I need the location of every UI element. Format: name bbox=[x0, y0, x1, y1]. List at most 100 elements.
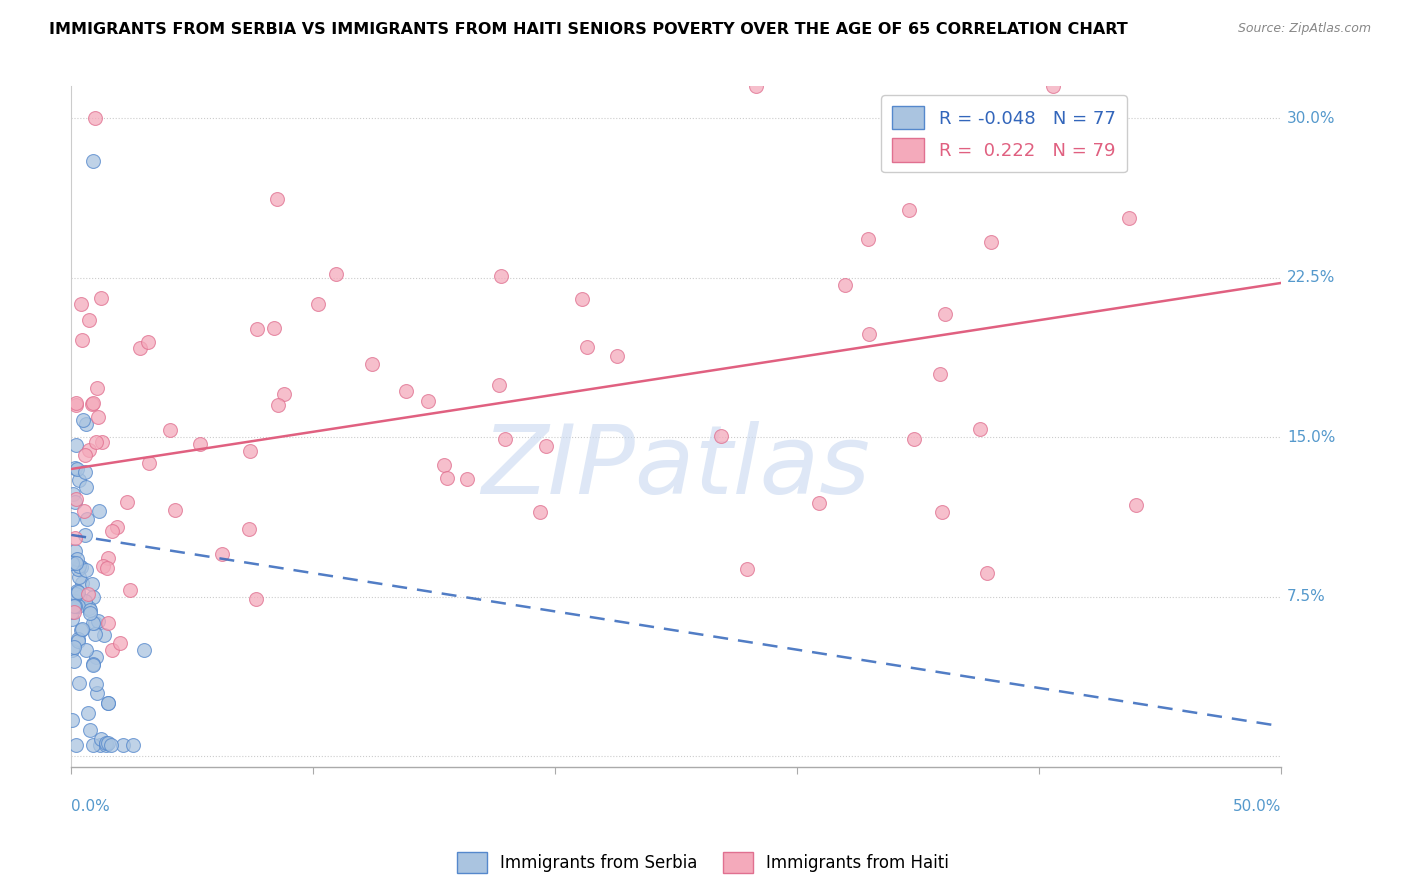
Point bbox=[188, 437, 211, 451]
Point bbox=[735, 562, 758, 576]
Point bbox=[65, 491, 87, 506]
Point bbox=[65, 396, 87, 410]
Point bbox=[361, 357, 384, 371]
Point bbox=[84, 435, 107, 450]
Point bbox=[82, 590, 104, 604]
Point bbox=[121, 739, 143, 753]
Point bbox=[82, 576, 104, 591]
Point bbox=[494, 432, 516, 446]
Point bbox=[266, 192, 288, 206]
Point bbox=[66, 585, 89, 599]
Point bbox=[928, 367, 950, 381]
Point bbox=[897, 202, 920, 217]
Point bbox=[66, 632, 89, 646]
Point bbox=[65, 594, 87, 608]
Point bbox=[858, 232, 880, 246]
Point bbox=[931, 504, 953, 518]
Point bbox=[84, 627, 107, 641]
Point bbox=[70, 576, 93, 591]
Point bbox=[84, 615, 107, 630]
Point bbox=[82, 739, 104, 753]
Point bbox=[489, 268, 512, 283]
Point bbox=[858, 326, 880, 341]
Point bbox=[97, 615, 120, 630]
Point bbox=[62, 605, 84, 619]
Point bbox=[534, 439, 557, 453]
Point bbox=[96, 551, 118, 566]
Point bbox=[82, 153, 104, 168]
Point bbox=[76, 480, 98, 494]
Point bbox=[90, 291, 112, 305]
Point bbox=[239, 444, 262, 458]
Point bbox=[72, 622, 94, 636]
Point bbox=[79, 603, 101, 617]
Point bbox=[575, 340, 598, 354]
Point bbox=[84, 677, 107, 691]
Point bbox=[1125, 498, 1147, 512]
Point bbox=[65, 544, 87, 558]
Point bbox=[84, 649, 107, 664]
Point bbox=[75, 417, 97, 432]
Legend: Immigrants from Serbia, Immigrants from Haiti: Immigrants from Serbia, Immigrants from … bbox=[450, 846, 956, 880]
Point bbox=[101, 642, 124, 657]
Point bbox=[159, 423, 181, 437]
Point bbox=[571, 292, 593, 306]
Point bbox=[89, 739, 111, 753]
Point bbox=[132, 642, 155, 657]
Point bbox=[67, 591, 90, 605]
Point bbox=[90, 731, 112, 746]
Point bbox=[63, 599, 86, 614]
Point bbox=[82, 615, 104, 630]
Point bbox=[529, 505, 551, 519]
Point bbox=[969, 422, 991, 436]
Point bbox=[165, 503, 187, 517]
Point bbox=[433, 458, 456, 472]
Point bbox=[100, 524, 122, 539]
Point bbox=[834, 277, 856, 292]
Point bbox=[97, 696, 120, 710]
Point bbox=[245, 591, 267, 606]
Point bbox=[62, 556, 84, 570]
Point bbox=[96, 560, 118, 574]
Point bbox=[62, 612, 84, 626]
Point bbox=[1118, 211, 1140, 225]
Point bbox=[62, 713, 84, 727]
Point bbox=[73, 465, 96, 479]
Point bbox=[82, 396, 104, 410]
Point bbox=[84, 112, 107, 126]
Point bbox=[745, 79, 768, 94]
Point bbox=[263, 320, 285, 334]
Point bbox=[87, 614, 110, 628]
Point bbox=[76, 512, 98, 526]
Point bbox=[70, 333, 93, 347]
Point bbox=[82, 396, 104, 410]
Point bbox=[416, 393, 439, 408]
Point bbox=[77, 587, 100, 601]
Point bbox=[94, 739, 117, 753]
Point bbox=[63, 599, 86, 613]
Text: 50.0%: 50.0% bbox=[1233, 799, 1281, 814]
Point bbox=[62, 605, 84, 619]
Point bbox=[120, 583, 142, 598]
Point bbox=[138, 457, 160, 471]
Point bbox=[66, 633, 89, 648]
Point bbox=[69, 296, 91, 310]
Point bbox=[395, 384, 418, 398]
Point bbox=[67, 558, 90, 573]
Point bbox=[66, 584, 89, 599]
Point bbox=[67, 473, 90, 487]
Point bbox=[267, 398, 290, 412]
Point bbox=[72, 504, 94, 518]
Point bbox=[97, 736, 120, 750]
Point bbox=[73, 448, 96, 462]
Point bbox=[65, 398, 87, 412]
Point bbox=[65, 556, 87, 570]
Point bbox=[86, 410, 108, 425]
Point bbox=[63, 640, 86, 654]
Text: 7.5%: 7.5% bbox=[1286, 589, 1326, 604]
Point bbox=[77, 312, 100, 326]
Point bbox=[63, 495, 86, 509]
Point bbox=[86, 686, 108, 700]
Point bbox=[211, 547, 233, 561]
Point bbox=[62, 487, 84, 501]
